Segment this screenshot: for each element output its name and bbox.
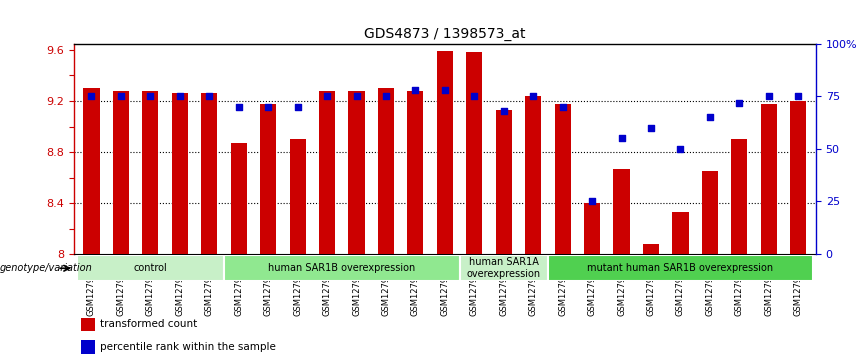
Bar: [142, 91, 159, 254]
Bar: [407, 91, 424, 254]
Bar: [224, 255, 459, 281]
Bar: [82, 318, 95, 331]
Point: [173, 93, 187, 99]
Point: [585, 199, 599, 204]
Point: [644, 125, 658, 131]
Text: genotype/variation: genotype/variation: [0, 263, 93, 273]
Bar: [760, 103, 777, 254]
Bar: [82, 340, 95, 354]
Point: [379, 93, 393, 99]
Bar: [290, 139, 306, 254]
Bar: [319, 91, 335, 254]
Bar: [525, 96, 542, 254]
Point: [762, 93, 776, 99]
Bar: [172, 93, 187, 254]
Bar: [496, 110, 512, 254]
Bar: [260, 103, 276, 254]
Point: [437, 87, 451, 93]
Bar: [584, 203, 600, 254]
Point: [350, 93, 364, 99]
Point: [261, 104, 275, 110]
Point: [291, 104, 305, 110]
Point: [320, 93, 334, 99]
Point: [674, 146, 687, 152]
Bar: [555, 103, 571, 254]
Bar: [790, 101, 806, 254]
Point: [526, 93, 540, 99]
Bar: [548, 255, 813, 281]
Point: [615, 135, 628, 141]
Point: [556, 104, 569, 110]
Point: [232, 104, 246, 110]
Bar: [437, 51, 453, 254]
Bar: [459, 255, 548, 281]
Bar: [378, 88, 394, 254]
Bar: [643, 244, 659, 254]
Text: mutant human SAR1B overexpression: mutant human SAR1B overexpression: [588, 263, 773, 273]
Point: [114, 93, 128, 99]
Text: percentile rank within the sample: percentile rank within the sample: [101, 342, 276, 352]
Bar: [466, 53, 483, 254]
Point: [733, 99, 746, 105]
Point: [703, 114, 717, 120]
Bar: [614, 168, 629, 254]
Bar: [76, 255, 224, 281]
Text: control: control: [134, 263, 168, 273]
Text: human SAR1B overexpression: human SAR1B overexpression: [268, 263, 416, 273]
Point: [84, 93, 98, 99]
Bar: [113, 91, 129, 254]
Bar: [673, 212, 688, 254]
Point: [202, 93, 216, 99]
Bar: [348, 91, 365, 254]
Title: GDS4873 / 1398573_at: GDS4873 / 1398573_at: [364, 27, 526, 41]
Text: transformed count: transformed count: [101, 319, 198, 330]
Bar: [231, 143, 247, 254]
Bar: [731, 139, 747, 254]
Point: [409, 87, 423, 93]
Text: human SAR1A
overexpression: human SAR1A overexpression: [467, 257, 541, 279]
Point: [467, 93, 481, 99]
Point: [143, 93, 157, 99]
Bar: [201, 93, 217, 254]
Point: [792, 93, 806, 99]
Point: [496, 108, 510, 114]
Bar: [702, 171, 718, 254]
Bar: [83, 88, 100, 254]
